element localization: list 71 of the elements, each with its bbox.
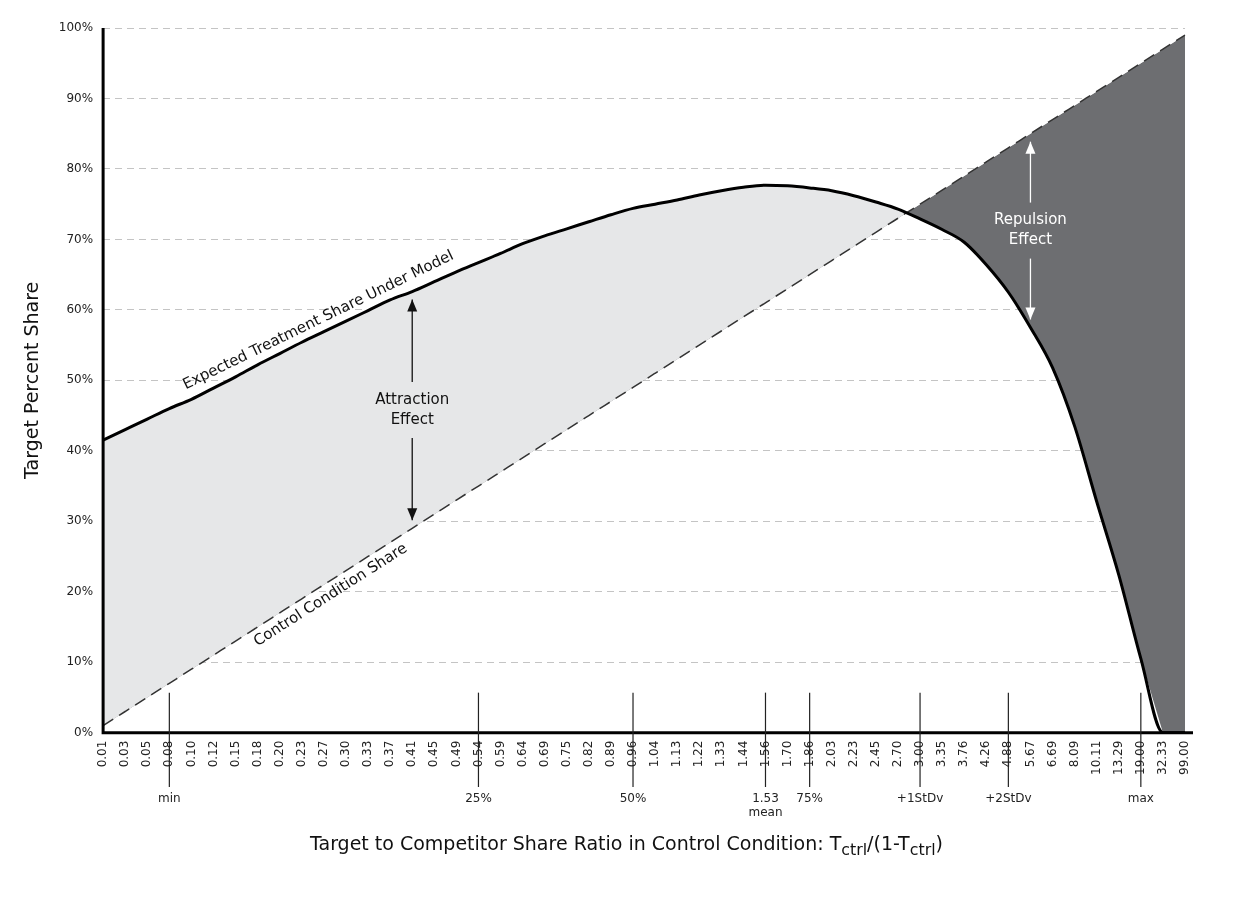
x-tick-label: 13.29	[1110, 740, 1125, 776]
x-tick-label: 0.41	[404, 740, 419, 768]
x-tick-label: 0.75	[558, 740, 573, 768]
x-tick-label: 1.86	[801, 740, 816, 768]
y-tick-label: 80%	[66, 161, 94, 176]
ref-line-label: +2StDv	[985, 791, 1032, 806]
x-tick-label: 0.37	[382, 740, 397, 768]
x-tick-label: 0.82	[580, 740, 595, 768]
ref-line-label: 50%	[619, 791, 647, 806]
annotation: Repulsion Effect	[994, 210, 1067, 249]
x-tick-label: 0.27	[316, 740, 331, 768]
ref-line-label: 25%	[465, 791, 492, 806]
annotation: Attraction Effect	[375, 389, 450, 428]
x-tick-label: 5.67	[1022, 740, 1037, 768]
x-tick-label: 0.15	[227, 740, 242, 768]
x-tick-label: 0.33	[360, 740, 375, 768]
x-tick-label: 1.70	[779, 740, 794, 768]
y-axis-title: Target Percent Share	[20, 281, 43, 480]
ref-line-label: +1StDv	[896, 791, 944, 806]
x-tick-label: 10.11	[1088, 740, 1103, 776]
x-tick-label: 4.88	[1000, 740, 1015, 768]
x-tick-label: 3.76	[956, 740, 971, 768]
x-tick-label: 1.22	[691, 740, 706, 768]
x-tick-label: 6.69	[1044, 740, 1059, 768]
x-tick-label: 2.70	[890, 740, 905, 768]
x-tick-label: 0.12	[205, 740, 220, 768]
y-tick-label: 50%	[66, 372, 94, 387]
x-tick-label: 0.03	[117, 740, 132, 768]
x-tick-label: 4.26	[978, 740, 993, 768]
x-tick-label: 1.33	[713, 740, 728, 768]
x-tick-label: 3.00	[912, 740, 927, 768]
x-tick-label: 0.30	[338, 740, 353, 768]
ref-line-label: min	[158, 791, 181, 806]
x-tick-label: 3.35	[934, 740, 949, 768]
x-tick-label: 0.64	[514, 740, 529, 768]
y-tick-label: 70%	[66, 231, 94, 246]
x-tick-label: 0.45	[426, 740, 441, 768]
x-tick-label: 32.33	[1155, 740, 1170, 776]
x-tick-label: 1.04	[647, 740, 662, 768]
y-tick-label: 90%	[66, 90, 94, 105]
x-tick-label: 2.23	[845, 740, 860, 768]
y-tick-label: 10%	[66, 654, 94, 669]
y-tick-label: 100%	[58, 20, 94, 35]
x-tick-label: 0.08	[161, 740, 176, 768]
y-tick-label: 30%	[66, 513, 94, 528]
y-tick-label: 20%	[66, 583, 94, 598]
y-tick-label: 0%	[74, 724, 94, 739]
x-tick-label: 1.44	[735, 740, 750, 768]
x-tick-label: 0.96	[625, 740, 640, 768]
x-tick-label: 19.00	[1132, 740, 1147, 776]
x-tick-label: 0.49	[448, 740, 463, 768]
x-tick-label: 2.45	[868, 740, 883, 768]
x-tick-label: 0.18	[249, 740, 264, 768]
x-tick-label: 0.10	[183, 740, 198, 768]
x-tick-label: 0.05	[139, 740, 154, 768]
x-tick-label: 0.23	[293, 740, 308, 768]
ref-line-label: 1.53 mean	[748, 791, 783, 820]
x-tick-label: 0.20	[271, 740, 286, 768]
y-tick-label: 40%	[66, 442, 94, 457]
x-axis-title: Target to Competitor Share Ratio in Control Condition: T$_{ctrl}$/(1-T$_{ctrl}$)	[309, 832, 944, 859]
y-tick-label: 60%	[66, 301, 94, 316]
ref-line-label: max	[1127, 791, 1154, 806]
x-tick-label: 0.89	[603, 740, 618, 768]
x-tick-label: 0.01	[95, 740, 110, 768]
x-tick-label: 2.03	[823, 740, 838, 768]
x-tick-label: 1.13	[669, 740, 684, 768]
x-tick-label: 0.59	[492, 740, 507, 768]
x-tick-label: 99.00	[1177, 740, 1192, 776]
x-tick-label: 0.69	[536, 740, 551, 768]
ref-line-label: 75%	[796, 791, 823, 806]
x-tick-label: 8.09	[1066, 740, 1081, 768]
